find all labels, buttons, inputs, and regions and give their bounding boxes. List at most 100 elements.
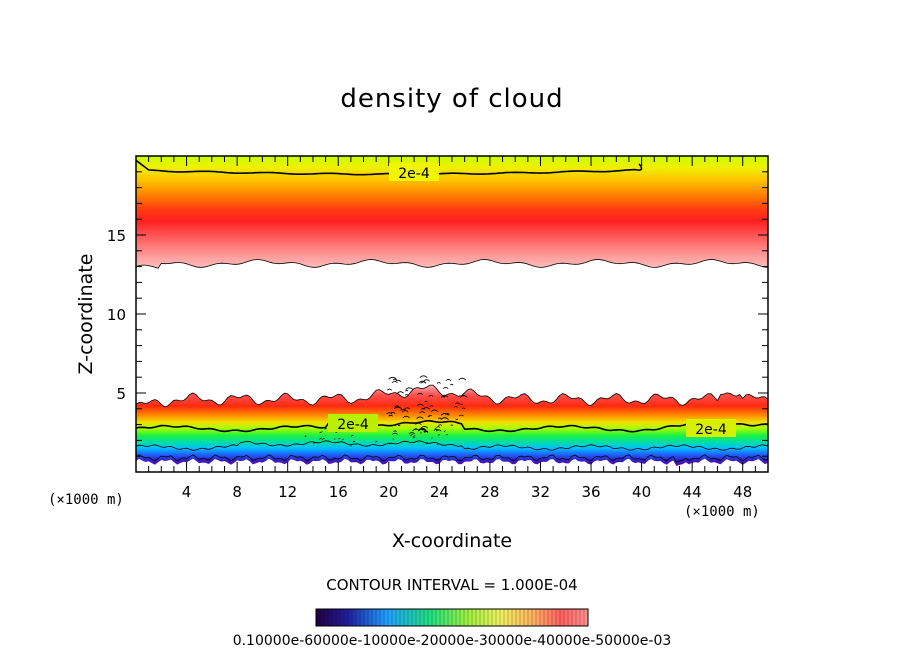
noise-contour-segment	[460, 395, 468, 398]
noise-contour-segment	[334, 438, 336, 440]
noise-contour-segment	[420, 426, 429, 429]
noise-contour-segment	[434, 427, 437, 430]
noise-contour-segment	[436, 443, 439, 446]
upper-cloud-layer	[136, 156, 768, 269]
noise-contour-segment	[428, 395, 434, 397]
noise-contour-segment	[445, 413, 450, 415]
noise-contour-segment	[440, 413, 449, 416]
noise-contour-segment	[420, 407, 426, 410]
noise-contour-segment	[318, 437, 322, 440]
noise-contour-segment	[455, 418, 459, 421]
noise-contour-segment	[430, 409, 439, 412]
noise-contour-segment	[374, 440, 378, 443]
noise-contour-segment	[350, 445, 352, 447]
noise-contour-segment	[437, 434, 440, 436]
noise-contour-segment	[418, 427, 427, 431]
x-axis-label: X-coordinate	[392, 530, 512, 552]
noise-contour-segment	[335, 431, 338, 434]
contour-line-lower-inner	[136, 440, 768, 451]
lower-layer-bottom-contour	[136, 454, 768, 463]
noise-contour-segment	[388, 442, 392, 445]
y-tick-label: 15	[107, 227, 126, 245]
noise-contour-segment	[338, 437, 341, 440]
noise-contour-segment	[419, 375, 428, 378]
noise-contour-segment	[438, 424, 443, 426]
noise-contour-segment	[397, 424, 401, 427]
x-unit-label-right: (×1000 m)	[684, 504, 760, 520]
contour-line-lower-2e-4	[136, 420, 768, 433]
noise-contour-segment	[442, 395, 449, 398]
contour-label-upper: 2e-4	[389, 163, 439, 182]
contour-label-lower-right-text: 2e-4	[695, 422, 727, 438]
noise-contour-segment	[424, 400, 428, 403]
noise-contour-segment	[342, 438, 344, 441]
noise-contour-segment	[436, 382, 441, 384]
noise-contour-segment	[412, 435, 416, 438]
noise-contour-segment	[420, 381, 427, 384]
x-tick-label: 40	[632, 483, 651, 501]
noise-contour-segment	[313, 442, 316, 444]
x-tick-label: 16	[329, 483, 348, 501]
y-tick-label: 5	[116, 385, 126, 403]
noise-contour-segment	[409, 433, 414, 436]
noise-contour-segment	[319, 431, 323, 434]
noise-contour-segment	[392, 438, 395, 440]
noise-contour-segment	[416, 416, 424, 419]
noise-contour-segment	[453, 406, 458, 408]
x-tick-label: 20	[379, 483, 398, 501]
noise-contour-segment	[393, 430, 397, 432]
noise-contour-segment	[397, 391, 404, 394]
y-axis-label: Z-coordinate	[75, 254, 97, 375]
noise-contour-segment	[461, 407, 466, 410]
colorbar-tick-labels: 0.10000e-60000e-10000e-20000e-30000e-400…	[233, 633, 672, 649]
chart-title: density of cloud	[340, 84, 564, 114]
noise-contour-segment	[416, 392, 424, 396]
noise-contour-segment	[436, 426, 441, 428]
noise-contour-segment	[431, 437, 433, 439]
noise-contour-segment	[440, 417, 449, 420]
noise-contour-segment	[388, 376, 397, 380]
noise-contour-segment	[437, 417, 442, 420]
noise-contour-segment	[420, 432, 422, 434]
lower-layer-edge-contour	[136, 384, 768, 408]
noise-contour-segment	[324, 427, 327, 430]
x-unit-label-left: (×1000 m)	[48, 492, 124, 508]
x-tick-label: 12	[278, 483, 297, 501]
x-tick-label: 24	[430, 483, 449, 501]
noise-contour-segment	[424, 431, 429, 433]
noise-contour-segment	[416, 403, 424, 407]
noise-contour-segment	[394, 405, 400, 408]
noise-contour-segment	[386, 412, 393, 415]
x-tick-label: 8	[232, 483, 242, 501]
noise-contour-segment	[393, 406, 403, 410]
lower-cloud-layer	[136, 385, 768, 466]
noise-contour-segment	[352, 440, 356, 443]
contour-interval-text: CONTOUR INTERVAL = 1.000E-04	[326, 576, 577, 594]
y-tick-label: 10	[107, 306, 126, 324]
noise-contour-segment	[462, 394, 466, 397]
noise-contour-segment	[401, 410, 409, 413]
noise-contour-segment	[460, 403, 463, 406]
noise-contour-segment	[313, 441, 315, 444]
noise-contour-segment	[388, 414, 393, 417]
noise-contour-segment	[442, 387, 449, 389]
noise-contour-segment	[450, 383, 454, 386]
noise-contour-segment	[454, 402, 461, 405]
noise-contour-segment	[392, 432, 398, 435]
noise-contour-segment	[404, 394, 409, 396]
contour-label-lower-left: 2e-4	[328, 414, 378, 433]
noise-contour-segment	[402, 415, 410, 419]
upper-layer-edge-contour	[136, 259, 768, 269]
noise-contour-segment	[443, 430, 446, 432]
noise-contour-segment	[351, 434, 354, 437]
noise-contour-segment	[435, 429, 442, 432]
noise-contour-segment	[427, 415, 431, 418]
noise-contour-segment	[433, 428, 439, 431]
x-tick-label: 36	[581, 483, 600, 501]
noise-contour-segment	[415, 422, 422, 425]
contour-label-upper-text: 2e-4	[398, 166, 430, 182]
noise-contour-segment	[446, 434, 449, 436]
axis-ticks	[136, 156, 768, 472]
noise-contour-segment	[390, 411, 396, 414]
